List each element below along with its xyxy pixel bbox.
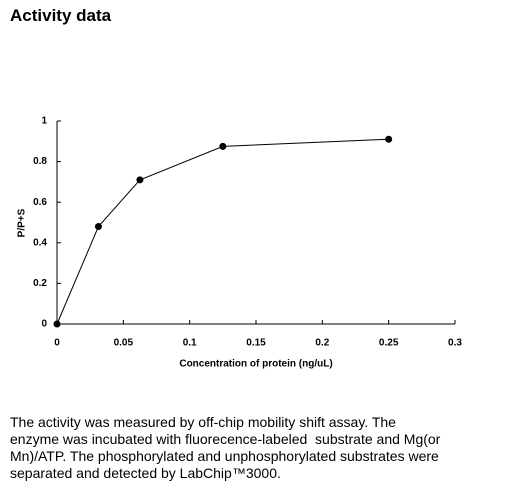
x-axis-label: Concentration of protein (ng/uL) bbox=[179, 359, 332, 370]
x-tick-label: 0.25 bbox=[379, 338, 399, 349]
description-line: separated and detected by LabChip™3000. bbox=[10, 465, 281, 481]
line bbox=[56, 138, 389, 325]
description: The activity was measured by off-chip mo… bbox=[10, 414, 440, 482]
y-tick-label: 0.2 bbox=[33, 278, 47, 289]
y-tick-label: 0.6 bbox=[33, 197, 47, 208]
y-axis-label: P/P+S bbox=[17, 208, 28, 237]
x-tick-label: 0 bbox=[54, 338, 60, 349]
point bbox=[94, 223, 102, 231]
point bbox=[53, 320, 61, 328]
x-tick-label: 0.2 bbox=[315, 338, 329, 349]
x-tick-label: 0.1 bbox=[183, 338, 197, 349]
y-tick-label: 0.4 bbox=[33, 237, 47, 248]
point bbox=[219, 142, 227, 150]
y-tick-label: 1 bbox=[41, 116, 47, 127]
description-line: The activity was measured by off-chip mo… bbox=[10, 414, 396, 430]
point bbox=[385, 135, 393, 143]
point bbox=[136, 176, 144, 184]
chart: Concentration of protein (ng/uL) P/P+S 0… bbox=[17, 116, 463, 370]
x-tick-label: 0.3 bbox=[448, 338, 462, 349]
description-line: Mn)/ATP. The phosphorylated and unphosph… bbox=[10, 448, 439, 464]
x-tick-label: 0.15 bbox=[246, 338, 266, 349]
page-title: Activity data bbox=[10, 6, 112, 25]
description-line: enzyme was incubated with fluorecence-la… bbox=[10, 431, 441, 447]
y-tick-label: 0 bbox=[41, 319, 47, 330]
x-tick-label: 0.05 bbox=[114, 338, 134, 349]
y-tick-label: 0.8 bbox=[33, 156, 47, 167]
